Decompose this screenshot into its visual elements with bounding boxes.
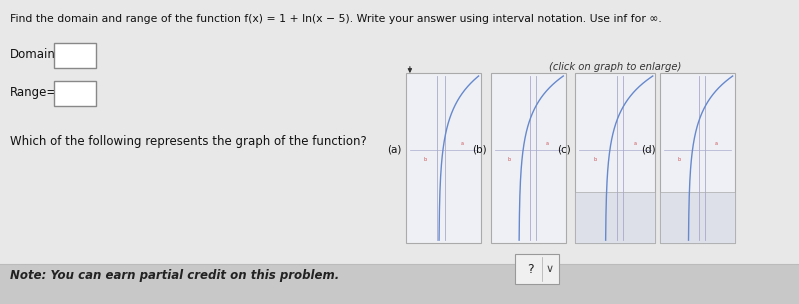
FancyBboxPatch shape [54,43,96,68]
Text: (a): (a) [388,145,402,154]
Text: b: b [423,157,426,162]
Bar [0,264,799,304]
Text: a: a [546,141,548,146]
Text: ∨: ∨ [546,264,554,274]
Text: Find the domain and range of the function f(x) = 1 + ln(x − 5). Write your answe: Find the domain and range of the functio… [10,14,662,24]
Text: (d): (d) [642,145,656,154]
Text: (click on graph to enlarge): (click on graph to enlarge) [549,62,682,72]
Text: Which of the following represents the graph of the function?: Which of the following represents the gr… [10,135,366,148]
Text: a: a [634,141,637,146]
Bar [515,254,559,284]
Text: b: b [678,157,680,162]
Bar [660,73,735,243]
Bar [0,0,799,264]
Text: a: a [715,141,718,146]
Text: (c): (c) [558,145,571,154]
Text: b: b [508,157,511,162]
FancyBboxPatch shape [54,81,96,106]
Bar [575,192,655,243]
Bar [491,73,566,243]
Text: Note: You can earn partial credit on this problem.: Note: You can earn partial credit on thi… [10,269,339,282]
Bar [660,192,735,243]
Text: a: a [461,141,463,146]
Text: (b): (b) [472,145,487,154]
Text: Range=: Range= [10,86,57,99]
Text: Domain=: Domain= [10,48,66,61]
Bar [406,73,481,243]
Bar [575,73,655,243]
Text: ?: ? [527,263,533,275]
Text: b: b [594,157,597,162]
